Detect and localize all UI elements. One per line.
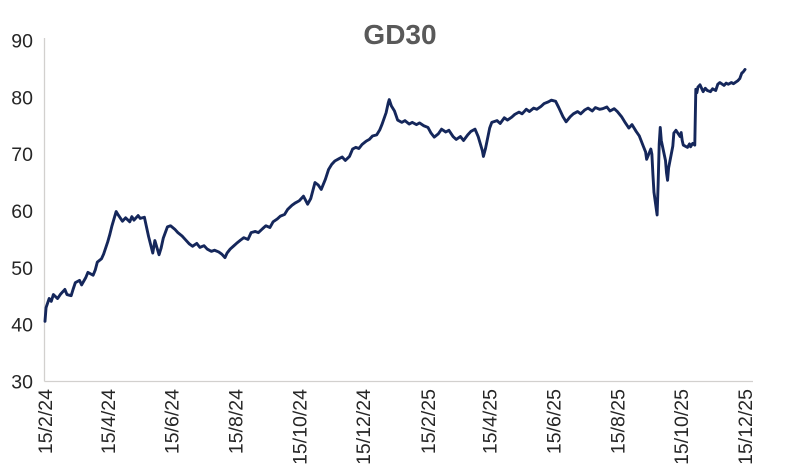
x-tick-label: 15/4/25 xyxy=(480,389,502,454)
x-tick-label: 15/8/24 xyxy=(225,389,247,454)
x-tick-label: 15/6/24 xyxy=(162,389,184,454)
y-tick-label: 60 xyxy=(11,201,33,223)
x-tick-label: 15/12/24 xyxy=(353,389,375,465)
y-tick-label: 30 xyxy=(11,372,33,394)
y-tick-label: 70 xyxy=(11,144,33,166)
x-tick-label: 15/2/25 xyxy=(418,389,440,454)
y-axis-labels: 30 40 50 60 70 80 90 xyxy=(11,31,33,394)
x-tick-label: 15/6/25 xyxy=(544,389,566,454)
x-axis-labels: 15/2/24 15/4/24 15/6/24 15/8/24 15/10/24 15/1… xyxy=(35,389,757,465)
x-tick-label: 15/10/24 xyxy=(289,389,311,465)
y-tick-label: 50 xyxy=(11,258,33,280)
x-tick-label: 15/10/25 xyxy=(671,389,693,465)
y-tick-label: 40 xyxy=(11,315,33,337)
x-tick-label: 15/2/24 xyxy=(35,389,57,454)
x-tick-label: 15/12/25 xyxy=(735,389,757,465)
y-tick-label: 90 xyxy=(11,31,33,53)
x-tick-label: 15/8/25 xyxy=(607,389,629,454)
chart-title: GD30 xyxy=(363,19,436,50)
price-line xyxy=(43,68,747,323)
y-tick-label: 80 xyxy=(11,87,33,109)
x-tick-label: 15/4/24 xyxy=(98,389,120,454)
